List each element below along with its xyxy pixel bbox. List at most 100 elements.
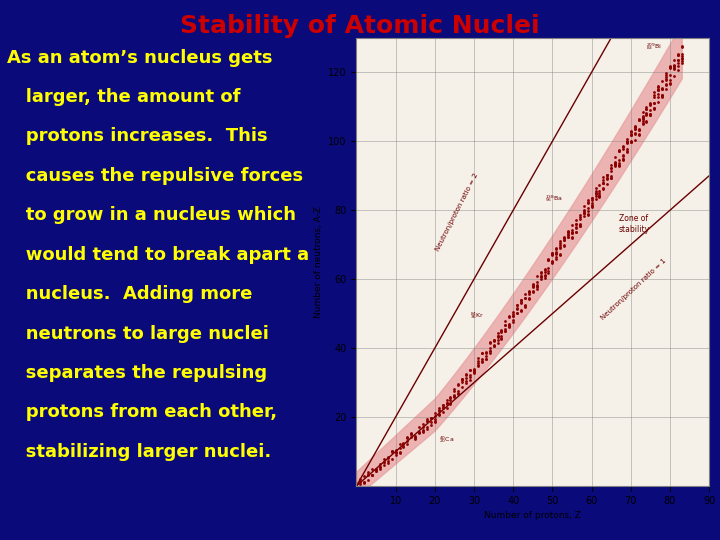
Point (519, 290, 531, 299)
Point (492, 329, 503, 338)
Text: As an atom’s nucleus gets: As an atom’s nucleus gets (7, 49, 273, 66)
Point (657, 84, 668, 92)
Point (405, 433, 417, 441)
Point (672, 56, 683, 64)
Point (668, 65, 680, 73)
Point (437, 401, 449, 410)
Point (421, 417, 433, 426)
Point (543, 268, 554, 277)
Point (676, 42, 688, 51)
Point (394, 448, 405, 456)
Point (582, 195, 593, 204)
Point (594, 180, 606, 189)
Point (359, 478, 370, 487)
Point (488, 340, 500, 349)
Point (418, 426, 429, 434)
Point (410, 432, 421, 441)
Point (594, 192, 606, 200)
Point (456, 375, 468, 384)
Point (625, 137, 636, 145)
Point (586, 198, 598, 207)
Point (652, 98, 664, 106)
Point (511, 308, 523, 317)
Text: $^{209}_{83}$Bi: $^{209}_{83}$Bi (647, 41, 662, 52)
Point (359, 478, 370, 487)
Point (445, 399, 456, 407)
Point (488, 336, 500, 345)
Point (582, 206, 593, 215)
Point (578, 212, 590, 220)
Point (636, 108, 648, 117)
Text: $^{138}_{56}$Ba: $^{138}_{56}$Ba (544, 193, 562, 204)
Point (527, 282, 539, 291)
Point (441, 399, 452, 408)
Point (492, 336, 503, 345)
Point (495, 326, 507, 334)
Point (508, 312, 519, 320)
Point (460, 376, 472, 385)
Point (629, 136, 641, 144)
Point (503, 322, 515, 331)
Point (382, 458, 394, 467)
Point (394, 444, 405, 453)
Point (594, 191, 606, 199)
Point (644, 99, 656, 107)
Point (672, 66, 683, 75)
Point (657, 84, 668, 93)
Point (539, 265, 550, 274)
Point (566, 233, 577, 241)
Point (362, 476, 374, 484)
Point (366, 470, 378, 479)
Point (425, 413, 436, 422)
Y-axis label: Number of neutrons, A-Z: Number of neutrons, A-Z (314, 206, 323, 318)
Text: neutrons to large nuclei: neutrons to large nuclei (7, 325, 269, 342)
Point (484, 348, 495, 357)
Point (390, 449, 401, 458)
Point (566, 228, 577, 237)
Point (492, 332, 503, 340)
Point (668, 62, 680, 71)
Point (590, 188, 601, 197)
Point (586, 202, 598, 211)
Point (590, 192, 601, 201)
Point (546, 251, 558, 259)
Point (449, 384, 460, 393)
Point (562, 233, 574, 241)
Point (425, 417, 436, 426)
Point (386, 455, 397, 463)
Point (629, 123, 641, 131)
Point (386, 446, 397, 455)
Point (445, 396, 456, 405)
Point (660, 76, 672, 84)
Point (606, 164, 617, 172)
Point (390, 451, 401, 460)
Point (578, 205, 590, 214)
Point (354, 477, 366, 486)
Point (546, 249, 558, 258)
Point (586, 194, 598, 202)
Point (633, 124, 644, 133)
Point (649, 104, 660, 113)
Point (621, 139, 633, 148)
Point (636, 117, 648, 125)
Point (480, 348, 492, 356)
Text: Stability of Atomic Nuclei: Stability of Atomic Nuclei (180, 14, 540, 37)
Point (574, 214, 585, 223)
Point (641, 111, 652, 119)
Point (508, 311, 519, 320)
Point (390, 448, 401, 456)
Point (574, 211, 585, 219)
Point (464, 365, 476, 374)
Point (433, 404, 444, 413)
Point (543, 255, 554, 264)
Point (543, 255, 554, 264)
Point (508, 315, 519, 324)
Point (464, 375, 476, 384)
Point (590, 189, 601, 198)
Point (644, 110, 656, 119)
Point (539, 267, 550, 276)
Point (594, 187, 606, 195)
Point (500, 324, 511, 333)
Text: causes the repulsive forces: causes the repulsive forces (7, 167, 303, 185)
Point (453, 380, 464, 388)
